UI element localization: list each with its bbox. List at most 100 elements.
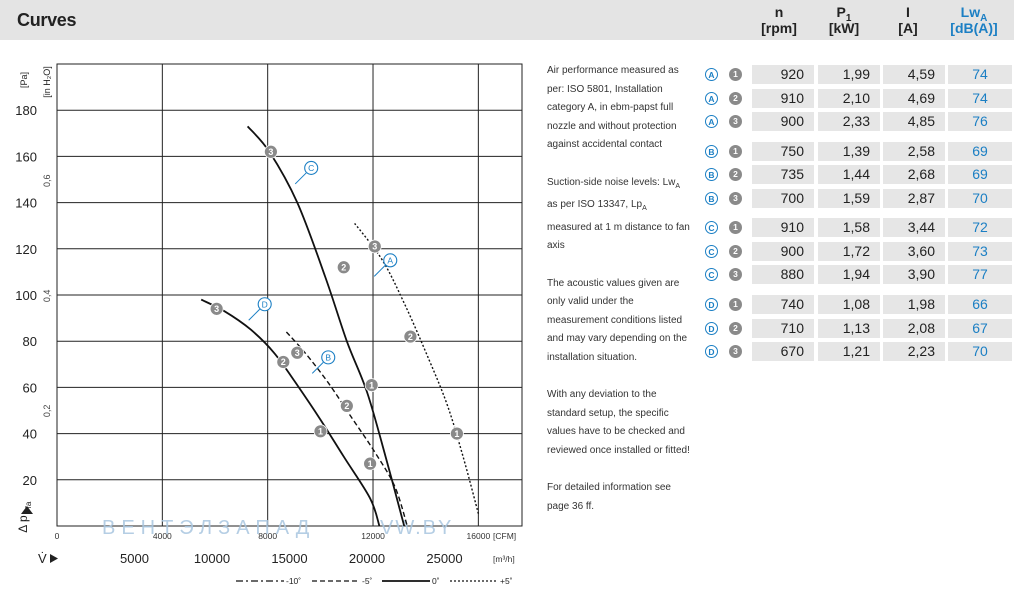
- cell-speed: 910: [752, 89, 814, 108]
- cell-power: 2,33: [818, 112, 880, 131]
- cell-noise: 69: [948, 165, 1012, 184]
- x2-tick-label: 12000: [361, 531, 385, 541]
- operating-point-D3: [209, 301, 224, 316]
- x2-tick-label: 0: [55, 531, 60, 541]
- col-header-noise: LwA [dB(A)]: [945, 4, 1003, 36]
- operating-point-label: 2: [281, 357, 286, 367]
- curve-marker: C: [705, 245, 718, 258]
- note-deviation: With any deviation to the standard setup…: [547, 389, 690, 456]
- y-axis-title: Δ p: [16, 515, 30, 533]
- x-tick-label: 20000: [349, 551, 385, 566]
- curve-marker: A: [705, 92, 718, 105]
- legend-label: +5˚: [500, 576, 513, 586]
- operating-point-label: 1: [318, 426, 323, 436]
- x2-tick-label: 8000: [258, 531, 277, 541]
- cell-power: 1,59: [818, 189, 880, 208]
- operating-point-marker: 1: [729, 68, 742, 81]
- note-air-performance: Air performance measured as per: ISO 580…: [547, 65, 679, 151]
- operating-point-label: 2: [341, 262, 346, 272]
- cell-noise: 67: [948, 319, 1012, 338]
- x-unit-label: [m³/h]: [493, 554, 515, 564]
- col-header-current: I [A]: [884, 4, 932, 36]
- cell-power: 1,21: [818, 342, 880, 361]
- operating-point-A2: [403, 329, 418, 344]
- operating-point-marker: 2: [729, 168, 742, 181]
- curve-marker: C: [705, 268, 718, 281]
- y-unit-label: [Pa]: [19, 72, 29, 88]
- y-tick-label: 180: [15, 103, 37, 118]
- curve-label-D: D: [262, 299, 268, 309]
- curve-label-circle-B: [321, 350, 336, 365]
- curve-label-C: C: [308, 163, 314, 173]
- curve-label-leader: [373, 264, 386, 277]
- curve-D: [200, 298, 381, 527]
- legend-label: -10˚: [286, 576, 301, 586]
- cell-speed: 735: [752, 165, 814, 184]
- operating-point-B1: [363, 456, 378, 471]
- x-tick-label: 5000: [120, 551, 149, 566]
- y2-tick-label: 0,6: [42, 175, 52, 188]
- cell-power: 1,94: [818, 265, 880, 284]
- x-tick-label: 25000: [426, 551, 462, 566]
- operating-point-label: 3: [214, 304, 219, 314]
- operating-point-label: 1: [369, 380, 374, 390]
- cell-speed: 900: [752, 112, 814, 131]
- cell-speed: 710: [752, 319, 814, 338]
- operating-point-marker: 1: [729, 298, 742, 311]
- cell-speed: 670: [752, 342, 814, 361]
- curve-label-leader: [248, 308, 261, 321]
- x2-unit-label: [CFM]: [493, 531, 516, 541]
- y-tick-label: 20: [23, 473, 37, 488]
- y2-tick-label: 0,4: [42, 290, 52, 303]
- y-tick-label: 160: [15, 149, 37, 164]
- y-tick-label: 80: [23, 334, 37, 349]
- cell-speed: 740: [752, 295, 814, 314]
- operating-point-D1: [313, 424, 328, 439]
- cell-power: 1,72: [818, 242, 880, 261]
- legend-label: 0˚: [432, 576, 440, 586]
- cell-noise: 74: [948, 65, 1012, 84]
- cell-noise: 73: [948, 242, 1012, 261]
- operating-point-marker: 3: [729, 268, 742, 281]
- cell-speed: 920: [752, 65, 814, 84]
- note-detailed-info: For detailed information see page 36 ff.: [547, 482, 671, 512]
- cell-noise: 77: [948, 265, 1012, 284]
- operating-point-marker: 1: [729, 145, 742, 158]
- curve-marker: A: [705, 68, 718, 81]
- operating-point-D2: [276, 355, 291, 369]
- col-speed-name: n: [774, 4, 784, 20]
- col-power-name: P1: [836, 4, 852, 24]
- watermark-right: VW.BY: [380, 517, 453, 539]
- operating-point-label: 2: [408, 332, 413, 342]
- operating-point-label: 1: [454, 429, 459, 439]
- cell-speed: 910: [752, 218, 814, 237]
- y-axis-arrow: [21, 506, 33, 514]
- operating-point-label: 3: [372, 242, 377, 252]
- cell-power: 2,10: [818, 89, 880, 108]
- cell-power: 1,08: [818, 295, 880, 314]
- curve-marker: B: [705, 192, 718, 205]
- notes-panel: Air performance measured as per: ISO 580…: [547, 62, 692, 535]
- cell-current: 2,23: [883, 342, 945, 361]
- curve-label-leader: [311, 362, 324, 374]
- curve-marker: D: [705, 345, 718, 358]
- col-speed-unit: [rpm]: [761, 20, 797, 36]
- cell-current: 2,08: [883, 319, 945, 338]
- y-tick-label: 40: [23, 427, 37, 442]
- x-axis-arrow: [50, 554, 58, 563]
- cell-noise: 70: [948, 342, 1012, 361]
- header-bar: Curves n [rpm] P1 [kW] I [A] LwA [dB(A)]: [0, 0, 1014, 40]
- operating-point-label: 1: [368, 459, 373, 469]
- curve-label-circle-C: [304, 160, 319, 175]
- col-power-unit: [kW]: [828, 20, 860, 36]
- note-acoustic-validity: The acoustic values given are only valid…: [547, 277, 688, 363]
- cell-power: 1,13: [818, 319, 880, 338]
- curve-marker: C: [705, 221, 718, 234]
- operating-point-A3: [367, 239, 382, 254]
- cell-noise: 76: [948, 112, 1012, 131]
- col-noise-name: LwA: [960, 4, 988, 24]
- curve-marker: D: [705, 322, 718, 335]
- curve-label-leader: [294, 172, 307, 185]
- page-title: Curves: [17, 10, 77, 30]
- cell-noise: 72: [948, 218, 1012, 237]
